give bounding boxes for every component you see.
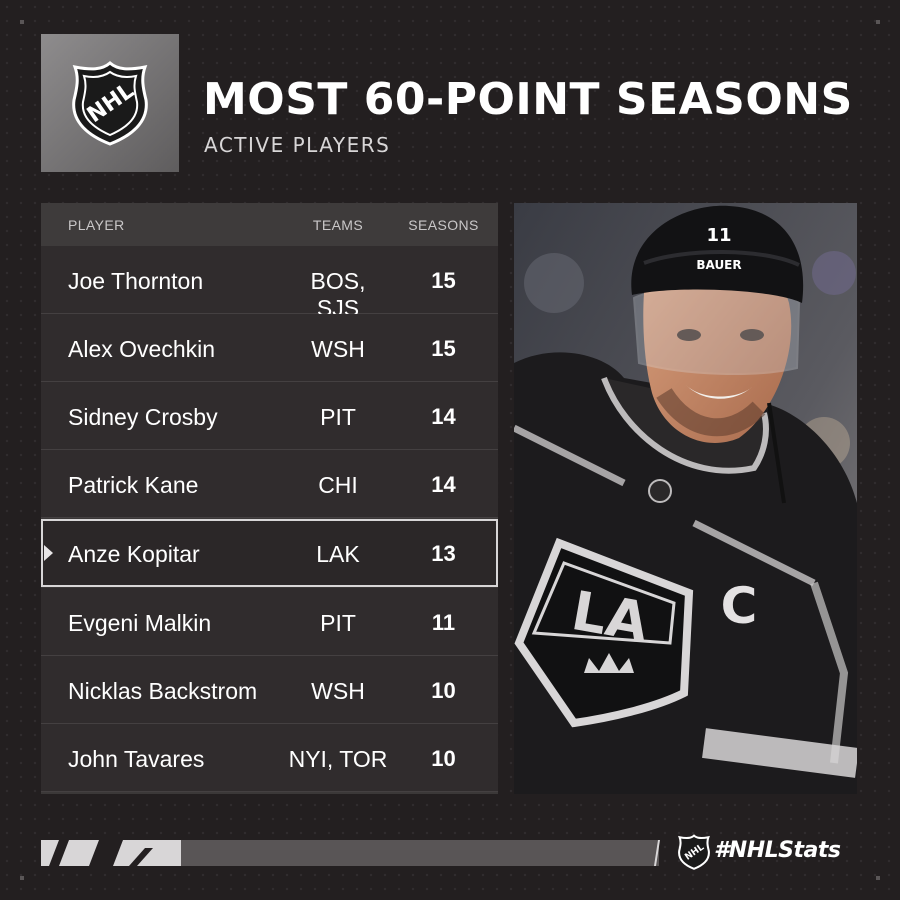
player-teams: PIT <box>320 610 356 636</box>
player-seasons: 14 <box>431 472 456 497</box>
player-seasons: 10 <box>431 746 456 771</box>
player-seasons: 15 <box>431 268 456 293</box>
table-row: Patrick Kane CHI 14 <box>41 450 498 518</box>
player-teams: WSH <box>311 678 365 704</box>
player-photo: BAUER 11 LA C <box>514 203 857 794</box>
player-seasons: 15 <box>431 336 456 361</box>
player-seasons: 10 <box>431 678 456 703</box>
table-row: Nicklas Backstrom WSH 10 <box>41 656 498 724</box>
player-seasons: 13 <box>431 541 456 566</box>
corner-mark <box>876 876 880 880</box>
player-name: Alex Ovechkin <box>68 336 216 362</box>
player-name: Patrick Kane <box>68 472 199 498</box>
row-pointer-icon <box>44 545 53 561</box>
footer-stripe-bar <box>41 840 659 866</box>
column-header-player: PLAYER <box>68 217 125 233</box>
player-name: Anze Kopitar <box>68 541 200 567</box>
table-row: Joe Thornton BOS, SJS 15 <box>41 246 498 321</box>
table-row: Evgeni Malkin PIT 11 <box>41 588 498 656</box>
helmet-brand-text: BAUER <box>696 258 741 272</box>
column-header-seasons: SEASONS <box>408 217 479 233</box>
hashtag-label: #NHLStats <box>714 838 841 863</box>
player-illustration: BAUER 11 LA C <box>514 203 857 794</box>
footer-divider <box>654 840 660 866</box>
corner-mark <box>20 20 24 24</box>
nhl-logo-box: NHL <box>41 34 179 172</box>
table-row: John Tavares NYI, TOR 10 <box>41 724 498 792</box>
corner-mark <box>20 876 24 880</box>
player-teams: CHI <box>318 472 358 498</box>
captain-letter: C <box>721 577 758 635</box>
page-subtitle: ACTIVE PLAYERS <box>204 133 391 157</box>
table-row: Alex Ovechkin WSH 15 <box>41 314 498 382</box>
nhl-small-logo-icon: NHL <box>678 834 710 870</box>
player-seasons: 14 <box>431 404 456 429</box>
player-teams: NYI, TOR <box>288 746 388 772</box>
column-header-teams: TEAMS <box>312 217 364 233</box>
player-teams: LAK <box>316 541 360 567</box>
player-name: Nicklas Backstrom <box>68 678 258 704</box>
player-seasons: 11 <box>431 610 456 635</box>
table-header: PLAYER TEAMS SEASONS <box>41 203 498 246</box>
player-name: Sidney Crosby <box>68 404 218 430</box>
player-name: John Tavares <box>68 746 205 772</box>
nhl-shield-logo: NHL <box>72 61 148 146</box>
corner-mark <box>876 20 880 24</box>
table-row-highlighted: Anze Kopitar LAK 13 <box>41 519 498 587</box>
stats-table: PLAYER TEAMS SEASONS Joe Thornton BOS, S… <box>41 203 498 794</box>
page-title: MOST 60-POINT SEASONS <box>203 74 853 125</box>
crest-text: LA <box>567 579 653 654</box>
la-kings-crest: LA <box>514 537 694 728</box>
player-name: Joe Thornton <box>68 268 204 294</box>
player-teams: PIT <box>320 404 356 430</box>
helmet-number-text: 11 <box>706 225 731 246</box>
player-teams: WSH <box>311 336 365 362</box>
table-row: Sidney Crosby PIT 14 <box>41 382 498 450</box>
player-name: Evgeni Malkin <box>68 610 212 636</box>
